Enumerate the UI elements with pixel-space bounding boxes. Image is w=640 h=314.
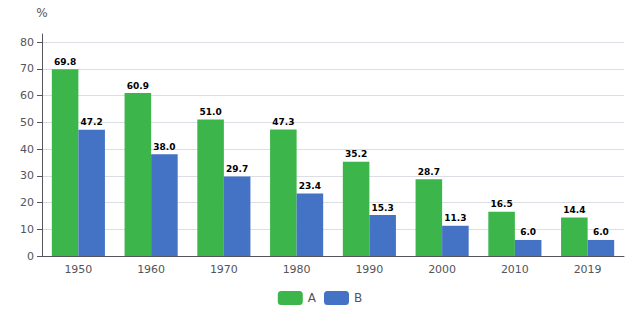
svg-text:%: % <box>36 6 47 20</box>
svg-text:1950: 1950 <box>64 263 92 276</box>
svg-text:10: 10 <box>20 223 34 236</box>
svg-text:29.7: 29.7 <box>226 164 248 174</box>
svg-text:14.4: 14.4 <box>563 205 585 215</box>
svg-text:38.0: 38.0 <box>153 142 175 152</box>
svg-text:20: 20 <box>20 196 34 209</box>
svg-text:0: 0 <box>27 250 34 263</box>
svg-text:15.3: 15.3 <box>372 203 394 213</box>
svg-text:2000: 2000 <box>428 263 456 276</box>
svg-text:70: 70 <box>20 62 34 75</box>
svg-text:47.3: 47.3 <box>272 117 294 127</box>
svg-text:69.8: 69.8 <box>54 57 76 67</box>
svg-text:6.0: 6.0 <box>520 227 536 237</box>
svg-text:1990: 1990 <box>355 263 383 276</box>
svg-text:1980: 1980 <box>283 263 311 276</box>
svg-text:60: 60 <box>20 89 34 102</box>
svg-text:2019: 2019 <box>574 263 602 276</box>
svg-text:51.0: 51.0 <box>199 107 221 117</box>
svg-text:47.2: 47.2 <box>81 117 103 127</box>
svg-text:60.9: 60.9 <box>127 81 149 91</box>
svg-text:30: 30 <box>20 169 34 182</box>
svg-text:2010: 2010 <box>501 263 529 276</box>
svg-text:6.0: 6.0 <box>593 227 609 237</box>
svg-text:50: 50 <box>20 116 34 129</box>
svg-text:11.3: 11.3 <box>444 213 466 223</box>
svg-text:40: 40 <box>20 143 34 156</box>
svg-text:35.2: 35.2 <box>345 149 367 159</box>
svg-text:80: 80 <box>20 36 34 49</box>
svg-text:1970: 1970 <box>210 263 238 276</box>
svg-text:23.4: 23.4 <box>299 181 321 191</box>
svg-text:28.7: 28.7 <box>418 167 440 177</box>
svg-text:A: A <box>308 291 317 305</box>
svg-text:B: B <box>354 291 362 305</box>
svg-text:1960: 1960 <box>137 263 165 276</box>
svg-text:16.5: 16.5 <box>490 199 512 209</box>
